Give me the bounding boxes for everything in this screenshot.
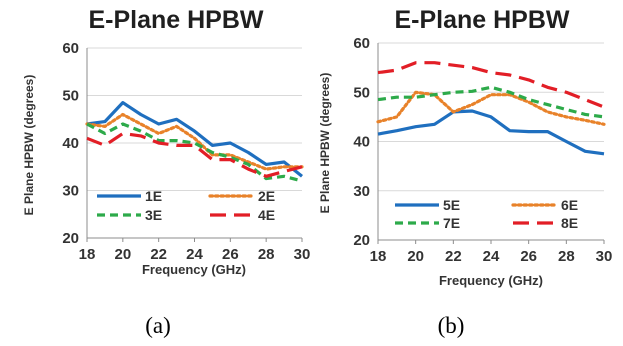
x-tick-label: 30: [294, 246, 311, 263]
y-tick-label: 50: [353, 84, 370, 101]
y-tick-label: 20: [62, 230, 79, 247]
x-tick-label: 26: [520, 248, 537, 265]
series-line-8E: [377, 61, 605, 109]
x-tick-label: 30: [596, 248, 613, 265]
legend-label-4E: 4E: [258, 207, 275, 223]
y-axis-label: E Plane HPBW (degrees): [318, 73, 332, 214]
y-axis-label: E Plane HPBW (degrees): [22, 75, 36, 216]
x-axis-label: Frequency (GHz): [142, 262, 246, 277]
x-tick-label: 22: [150, 246, 167, 263]
x-tick-label: 24: [483, 248, 500, 265]
legend-label-8E: 8E: [561, 215, 578, 231]
x-tick-label: 26: [222, 246, 239, 263]
x-tick-label: 18: [79, 246, 96, 263]
legend-label-1E: 1E: [145, 188, 162, 204]
y-tick-label: 30: [62, 183, 79, 200]
series-line-7E: [377, 85, 605, 119]
y-tick-label: 50: [62, 88, 79, 105]
x-tick-label: 20: [114, 246, 131, 263]
x-tick-label: 18: [370, 248, 387, 265]
chart-title: E-Plane HPBW: [394, 6, 569, 34]
y-tick-label: 60: [353, 35, 370, 52]
x-tick-label: 22: [445, 248, 462, 265]
legend-label-7E: 7E: [443, 215, 460, 231]
x-tick-label: 28: [258, 246, 275, 263]
y-tick-label: 40: [353, 134, 370, 151]
series-line-2E: [85, 112, 304, 171]
series-line-1E: [86, 100, 303, 178]
y-tick-label: 60: [62, 40, 79, 57]
x-tick-label: 24: [186, 246, 203, 263]
chart-title: E-Plane HPBW: [88, 6, 263, 34]
series-line-6E: [376, 90, 606, 126]
legend-label-6E: 6E: [561, 197, 578, 213]
y-tick-label: 30: [353, 183, 370, 200]
series-line-4E: [86, 131, 303, 178]
legend-label-2E: 2E: [258, 188, 275, 204]
x-axis-label: Frequency (GHz): [439, 273, 543, 288]
legend-label-3E: 3E: [145, 207, 162, 223]
legend-label-5E: 5E: [443, 197, 460, 213]
series-line-3E: [86, 122, 303, 183]
series-line-5E: [377, 109, 605, 156]
x-tick-label: 20: [407, 248, 424, 265]
y-tick-label: 20: [353, 232, 370, 249]
x-tick-label: 28: [558, 248, 575, 265]
panel-caption: (b): [438, 313, 465, 338]
panel-caption: (a): [145, 313, 171, 338]
y-tick-label: 40: [62, 135, 79, 152]
